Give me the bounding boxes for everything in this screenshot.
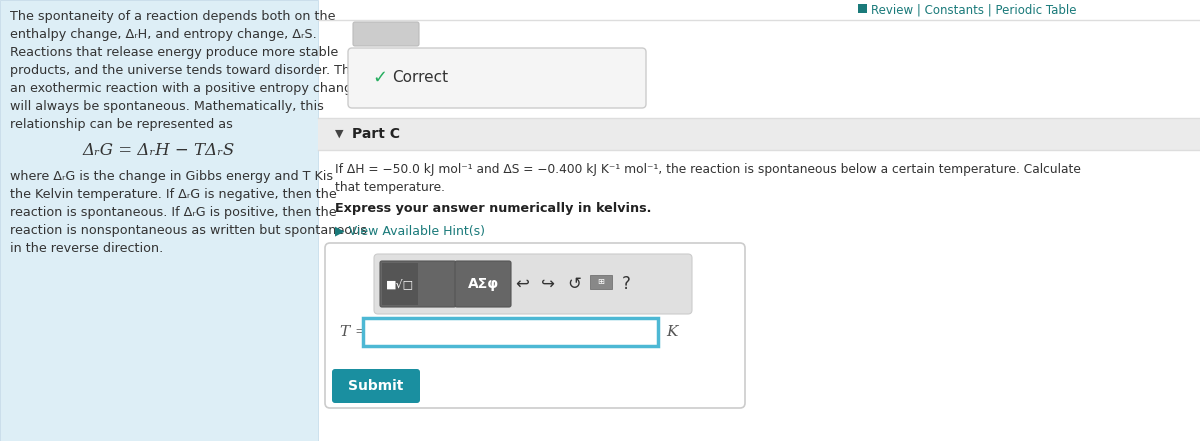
Text: ▶ View Available Hint(s): ▶ View Available Hint(s) [335,224,485,237]
Text: ↺: ↺ [568,275,581,293]
Text: the Kelvin temperature. If ΔᵣG is negative, then the: the Kelvin temperature. If ΔᵣG is negati… [10,188,337,201]
Text: T =: T = [340,325,367,339]
FancyBboxPatch shape [374,254,692,314]
FancyBboxPatch shape [380,261,456,307]
Text: reaction is nonspontaneous as written but spontaneous: reaction is nonspontaneous as written bu… [10,224,367,237]
Bar [590,275,612,289]
Text: relationship can be represented as: relationship can be represented as [10,118,233,131]
Text: an exothermic reaction with a positive entropy change: an exothermic reaction with a positive e… [10,82,360,95]
Text: will always be spontaneous. Mathematically, this: will always be spontaneous. Mathematical… [10,100,324,113]
Bar [318,0,1200,441]
Text: products, and the universe tends toward disorder. Thus,: products, and the universe tends toward … [10,64,370,77]
Text: reaction is spontaneous. If ΔᵣG is positive, then the: reaction is spontaneous. If ΔᵣG is posit… [10,206,337,219]
Text: Submit: Submit [348,379,403,393]
Bar [0,0,318,441]
Text: ?: ? [622,275,630,293]
Text: If ΔH = −50.0 kJ mol⁻¹ and ΔS = −0.400 kJ K⁻¹ mol⁻¹, the reaction is spontaneous: If ΔH = −50.0 kJ mol⁻¹ and ΔS = −0.400 k… [335,163,1081,176]
FancyBboxPatch shape [325,243,745,408]
Text: ↪: ↪ [541,275,554,293]
Text: ⊞: ⊞ [598,277,605,287]
Text: enthalpy change, ΔᵣH, and entropy change, ΔᵣS.: enthalpy change, ΔᵣH, and entropy change… [10,28,317,41]
FancyBboxPatch shape [353,22,419,46]
Text: Reactions that release energy produce more stable: Reactions that release energy produce mo… [10,46,338,59]
Bar [364,318,658,346]
Text: Part C: Part C [352,127,400,141]
Text: in the reverse direction.: in the reverse direction. [10,242,163,255]
Text: K: K [666,325,677,339]
FancyBboxPatch shape [332,369,420,403]
Text: The spontaneity of a reaction depends both on the: The spontaneity of a reaction depends bo… [10,10,336,23]
Text: where ΔᵣG is the change in Gibbs energy and T Kis: where ΔᵣG is the change in Gibbs energy … [10,170,334,183]
Text: Express your answer numerically in kelvins.: Express your answer numerically in kelvi… [335,202,652,215]
FancyBboxPatch shape [348,48,646,108]
Text: ↩: ↩ [515,275,529,293]
FancyBboxPatch shape [455,261,511,307]
Bar [318,118,1200,150]
Text: ■√□: ■√□ [386,279,414,289]
Text: Review | Constants | Periodic Table: Review | Constants | Periodic Table [871,4,1076,17]
Text: AΣφ: AΣφ [468,277,498,291]
Text: ✓: ✓ [372,69,388,87]
Text: ΔᵣG = ΔᵣH − TΔᵣS: ΔᵣG = ΔᵣH − TΔᵣS [83,142,235,159]
Text: Correct: Correct [392,71,448,86]
Bar [858,4,866,13]
Text: that temperature.: that temperature. [335,181,445,194]
Bar [382,263,418,305]
Text: ▼: ▼ [335,129,343,139]
